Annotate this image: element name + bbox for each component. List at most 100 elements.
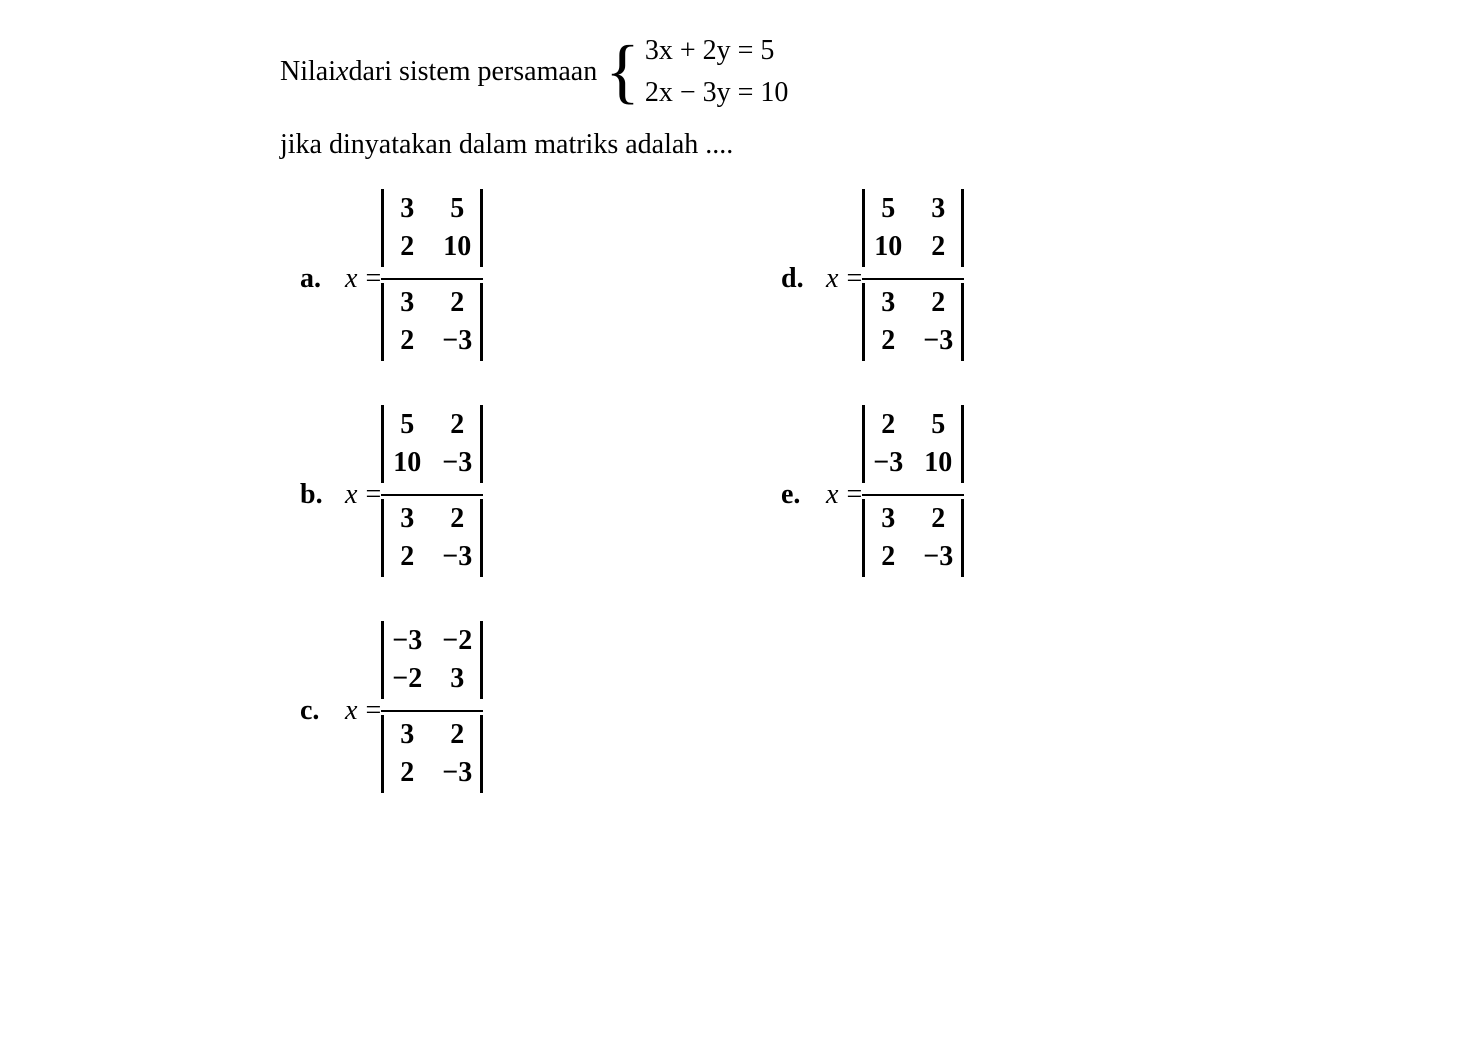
q-var: x: [336, 50, 348, 95]
det-bar-icon: [961, 283, 964, 361]
det-cell: 10: [873, 231, 903, 263]
det-cell: 10: [442, 231, 472, 263]
det-cell: 3: [392, 193, 422, 225]
fraction: 5 3 10 2 3 2 2 −3: [862, 186, 964, 372]
det-cell: 5: [442, 193, 472, 225]
option-d: d. x = 5 3 10 2: [781, 186, 1202, 372]
det-bar-icon: [961, 189, 964, 267]
det-bar-icon: [961, 405, 964, 483]
options-grid: a. x = 3 5 2 10: [280, 186, 1202, 804]
det-grid: 3 2 2 −3: [865, 283, 961, 361]
option-e: e. x = 2 5 −3 10: [781, 402, 1202, 588]
option-b: b. x = 5 2 10 −3: [300, 402, 721, 588]
det-bar-icon: [480, 405, 483, 483]
det-grid: 5 2 10 −3: [384, 405, 480, 483]
det-cell: 3: [873, 287, 903, 319]
det-grid: 3 2 2 −3: [865, 499, 961, 577]
det-cell: 2: [923, 231, 953, 263]
det-cell: −2: [392, 663, 422, 695]
fraction: −3 −2 −2 3 3 2 2 −3: [381, 618, 483, 804]
det-bar-icon: [480, 189, 483, 267]
option-c: c. x = −3 −2 −2 3: [300, 618, 721, 804]
det-cell: −3: [442, 325, 472, 357]
option-label: d.: [781, 263, 826, 295]
equation-1: 3x + 2y = 5: [645, 30, 789, 72]
equals: =: [365, 479, 381, 511]
numerator: 3 5 2 10: [381, 186, 483, 278]
det-cell: −2: [442, 625, 472, 657]
det-cell: 3: [873, 503, 903, 535]
det-bar-icon: [480, 283, 483, 361]
var-x: x: [345, 695, 357, 727]
numerator: 5 3 10 2: [862, 186, 964, 278]
equation-stack: 3x + 2y = 5 2x − 3y = 10: [645, 30, 789, 114]
numerator: 2 5 −3 10: [862, 402, 964, 494]
det-cell: 3: [392, 287, 422, 319]
det-grid: 3 2 2 −3: [384, 499, 480, 577]
denominator: 3 2 2 −3: [381, 494, 483, 588]
determinant: 3 2 2 −3: [381, 715, 483, 793]
determinant: −3 −2 −2 3: [381, 621, 483, 699]
q-prefix: Nilai: [280, 50, 336, 95]
question-line-2: jika dinyatakan dalam matriks adalah ...…: [280, 129, 1202, 161]
det-cell: 2: [392, 231, 422, 263]
left-brace-icon: {: [605, 43, 640, 101]
equals: =: [846, 479, 862, 511]
det-grid: 3 2 2 −3: [384, 283, 480, 361]
determinant: 3 2 2 −3: [381, 499, 483, 577]
det-cell: 2: [442, 287, 472, 319]
determinant: 3 5 2 10: [381, 189, 483, 267]
denominator: 3 2 2 −3: [381, 710, 483, 804]
det-cell: 3: [923, 193, 953, 225]
determinant: 5 3 10 2: [862, 189, 964, 267]
determinant: 3 2 2 −3: [381, 283, 483, 361]
det-bar-icon: [480, 715, 483, 793]
det-cell: 2: [442, 503, 472, 535]
det-cell: 5: [873, 193, 903, 225]
det-grid: 3 5 2 10: [384, 189, 480, 267]
equals: =: [365, 695, 381, 727]
det-cell: −3: [873, 447, 903, 479]
det-grid: −3 −2 −2 3: [384, 621, 480, 699]
option-label: a.: [300, 263, 345, 295]
det-cell: 5: [392, 409, 422, 441]
fraction: 2 5 −3 10 3 2 2 −3: [862, 402, 964, 588]
det-cell: 2: [392, 541, 422, 573]
option-label: b.: [300, 479, 345, 511]
det-cell: 2: [392, 325, 422, 357]
denominator: 3 2 2 −3: [862, 494, 964, 588]
det-cell: 5: [923, 409, 953, 441]
determinant: 3 2 2 −3: [862, 283, 964, 361]
det-cell: 2: [923, 287, 953, 319]
denominator: 3 2 2 −3: [381, 278, 483, 372]
denominator: 3 2 2 −3: [862, 278, 964, 372]
det-grid: 3 2 2 −3: [384, 715, 480, 793]
var-x: x: [345, 263, 357, 295]
det-cell: 2: [392, 757, 422, 789]
det-cell: 2: [923, 503, 953, 535]
var-x: x: [826, 263, 838, 295]
determinant: 5 2 10 −3: [381, 405, 483, 483]
equation-system: { 3x + 2y = 5 2x − 3y = 10: [605, 30, 788, 114]
question-line-1: Nilai x dari sistem persamaan { 3x + 2y …: [280, 30, 1202, 114]
q-middle: dari sistem persamaan: [348, 50, 597, 95]
determinant: 3 2 2 −3: [862, 499, 964, 577]
det-grid: 5 3 10 2: [865, 189, 961, 267]
det-cell: −3: [442, 447, 472, 479]
det-cell: 2: [442, 719, 472, 751]
det-cell: 2: [873, 541, 903, 573]
det-cell: −3: [923, 541, 953, 573]
det-cell: 10: [392, 447, 422, 479]
det-cell: −3: [442, 757, 472, 789]
var-x: x: [345, 479, 357, 511]
det-bar-icon: [480, 621, 483, 699]
var-x: x: [826, 479, 838, 511]
det-bar-icon: [480, 499, 483, 577]
fraction: 3 5 2 10 3 2 2 −3: [381, 186, 483, 372]
det-cell: −3: [392, 625, 422, 657]
numerator: −3 −2 −2 3: [381, 618, 483, 710]
det-cell: 2: [873, 325, 903, 357]
numerator: 5 2 10 −3: [381, 402, 483, 494]
det-cell: 10: [923, 447, 953, 479]
fraction: 5 2 10 −3 3 2 2 −3: [381, 402, 483, 588]
